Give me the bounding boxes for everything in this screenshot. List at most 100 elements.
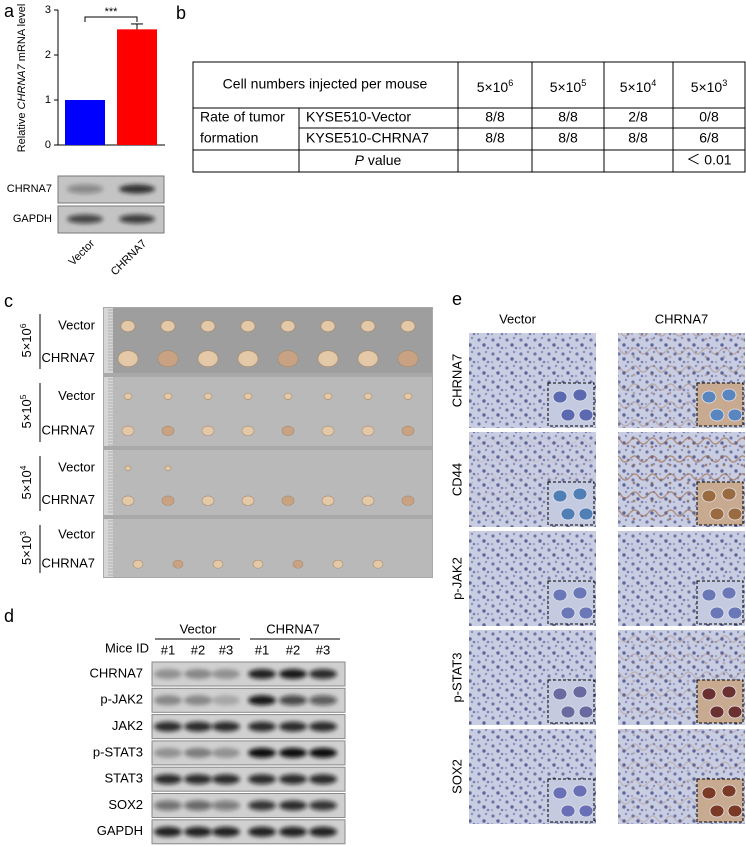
row-label: SOX2 [449,759,464,794]
cell-nucleus [572,685,588,699]
protein-label: SOX2 [108,797,143,812]
y-axis-label: Relative CHRNA7 mRNA level [16,4,28,153]
cell-nucleus [701,390,717,404]
blot-band [279,669,307,679]
group-label: Vector [58,460,96,475]
tumor [317,350,339,368]
group-label: Vector [58,388,96,403]
tumor [277,350,299,368]
tumor [403,392,413,400]
tumor [164,465,172,471]
tumor [397,350,419,368]
tumor [332,559,344,569]
panel-label: c [4,291,13,311]
cell-nucleus [552,588,568,602]
mouse-id: #1 [255,642,269,657]
blot-band [212,747,240,758]
cell-nucleus [560,408,576,422]
y-tick-label: 2 [45,49,51,61]
blot-band [154,826,182,837]
tumor [361,425,375,436]
dose-label: 5×106 [18,323,34,357]
cell-nucleus [721,685,737,699]
cell-nucleus [572,586,588,600]
tumor [161,495,175,506]
cell-nucleus [701,687,717,701]
panel-label: a [4,1,15,21]
tumor [172,559,184,569]
cell-nucleus [572,487,588,501]
blot-band [212,774,240,785]
cell-nucleus [727,408,743,422]
mouse-id: #1 [161,642,175,657]
blot-band [248,721,276,732]
cell-nucleus [578,507,594,521]
blot-band [154,747,182,758]
tumor [157,350,179,368]
tumor [197,350,219,368]
superscript: 6 [18,323,28,328]
cell-nucleus [721,586,737,600]
blot-band [309,774,337,785]
row-label: CD44 [449,463,464,496]
text-part: 5×10 [691,79,723,95]
blot-band [119,214,155,224]
p-row-name: P value [355,152,402,168]
column-header: CHRNA7 [655,311,708,326]
row-group: Rate of tumor [200,109,285,125]
table-cell: 8/8 [558,130,578,146]
blot-band [212,669,240,679]
photo [104,450,432,515]
blot-band [279,721,307,732]
text-part: 5×10 [550,79,582,95]
tumor [321,495,335,506]
tumor [401,425,415,436]
tumor [203,392,213,400]
blot-band [184,800,212,811]
cell-nucleus [552,786,568,800]
row-group: formation [200,130,258,146]
y-tick-label: 3 [45,4,51,16]
cell-nucleus [552,687,568,701]
cell-nucleus [560,507,576,521]
blot-band [248,826,276,837]
mouse-id: #2 [191,642,205,657]
bar [117,29,157,146]
blot-band [248,800,276,811]
tumor [321,425,335,436]
tumor [212,559,224,569]
cell-nucleus [721,784,737,798]
blot-band [154,774,182,785]
superscript: 4 [18,465,28,470]
table-cell: 8/8 [558,109,578,125]
ruler [104,308,113,373]
blot-band [212,826,240,837]
superscript: 4 [651,78,656,88]
tumor [281,495,295,506]
cell-nucleus [578,804,594,818]
cell-nucleus [560,705,576,719]
tumor [357,350,379,368]
cell-nucleus [578,408,594,422]
text-part: P [355,152,365,168]
tumor [160,320,176,333]
table-cell: 2/8 [628,109,648,125]
tumor [280,320,296,333]
p-value: ＜ 0.01 [686,152,731,168]
blot-band [212,695,240,706]
dose-label: 5×103 [18,531,34,565]
y-tick-label: 0 [45,139,51,151]
tumor [201,425,215,436]
tumor [161,425,175,436]
cell-nucleus [709,606,725,620]
text-part: 5×10 [19,470,34,499]
blot-band [184,774,212,785]
tumor [132,559,144,569]
superscript: 6 [508,78,513,88]
mouse-id: #3 [219,642,233,657]
significance-bracket [84,16,138,22]
mouse-id: #2 [286,642,300,657]
ruler [104,377,113,446]
cell-nucleus [701,588,717,602]
blot-band [67,214,103,224]
